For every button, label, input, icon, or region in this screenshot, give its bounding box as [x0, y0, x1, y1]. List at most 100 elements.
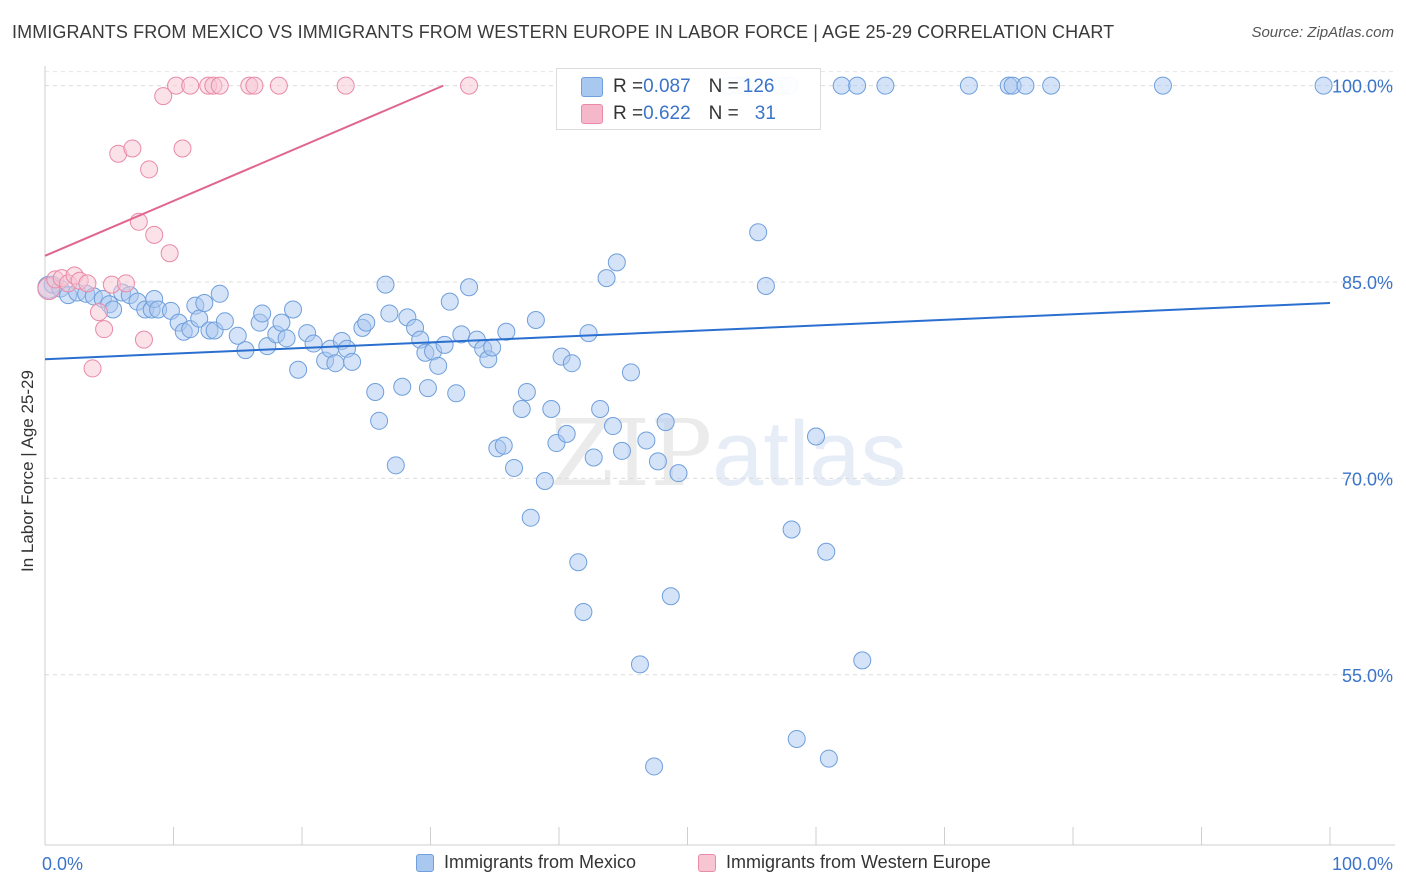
- stats-swatch-mexico: [581, 77, 603, 97]
- point-mexico: [429, 356, 448, 375]
- point-mexico: [460, 278, 479, 297]
- trend-line-western-europe: [44, 84, 444, 257]
- stats-r-value: 0.087: [643, 76, 691, 97]
- point-western-europe: [134, 330, 153, 349]
- point-mexico: [876, 76, 895, 95]
- tick-labels: 55.0% 70.0% 85.0% 100.0% 0.0% 100.0%: [42, 77, 1393, 874]
- legend-swatch-western-europe: [698, 853, 716, 872]
- point-western-europe: [160, 244, 179, 263]
- point-mexico: [435, 335, 454, 354]
- watermark: ZIPatlas: [550, 400, 907, 507]
- point-mexico: [637, 431, 656, 450]
- point-mexico: [517, 383, 536, 402]
- point-mexico: [603, 417, 622, 436]
- point-mexico: [787, 729, 806, 748]
- point-mexico: [756, 276, 775, 295]
- point-western-europe: [95, 320, 114, 339]
- y-tick-label: 85.0%: [1342, 273, 1393, 293]
- point-western-europe: [123, 139, 142, 158]
- point-mexico: [597, 269, 616, 288]
- legend-label-western-europe: Immigrants from Western Europe: [726, 852, 991, 872]
- point-mexico: [612, 441, 631, 460]
- trend-lines: [44, 84, 1331, 361]
- stats-n-label: N =: [708, 103, 739, 124]
- point-mexico: [304, 334, 323, 353]
- point-mexico: [215, 312, 234, 331]
- point-mexico: [195, 293, 214, 312]
- point-mexico: [669, 464, 688, 483]
- point-mexico: [1314, 76, 1333, 95]
- point-mexico: [782, 520, 801, 539]
- point-mexico: [1153, 76, 1172, 95]
- x-tick-label: 100.0%: [1332, 854, 1393, 874]
- point-mexico: [535, 472, 554, 491]
- watermark-atlas: atlas: [712, 403, 907, 505]
- point-mexico: [817, 542, 836, 561]
- point-mexico: [819, 749, 838, 768]
- point-mexico: [521, 508, 540, 527]
- point-mexico: [749, 223, 768, 242]
- point-mexico: [289, 360, 308, 379]
- trend-line-mexico: [44, 301, 1331, 361]
- point-mexico: [483, 338, 502, 357]
- point-mexico: [376, 275, 395, 294]
- point-mexico: [393, 377, 412, 396]
- point-mexico: [326, 354, 345, 373]
- point-mexico: [1042, 76, 1061, 95]
- point-western-europe: [336, 76, 355, 95]
- point-western-europe: [154, 87, 173, 106]
- legend: Immigrants from Mexico Immigrants from W…: [0, 852, 1406, 878]
- point-mexico: [661, 587, 680, 606]
- stats-n-label: N =: [708, 76, 739, 97]
- point-mexico: [494, 436, 513, 455]
- point-mexico: [447, 384, 466, 403]
- point-mexico: [1016, 76, 1035, 95]
- point-mexico: [343, 352, 362, 371]
- point-mexico: [386, 456, 405, 475]
- legend-item-western-europe[interactable]: Immigrants from Western Europe: [698, 852, 991, 873]
- point-mexico: [557, 424, 576, 443]
- point-mexico: [562, 354, 581, 373]
- point-mexico: [526, 310, 545, 329]
- point-mexico: [284, 300, 303, 319]
- point-mexico: [277, 329, 296, 348]
- point-mexico: [380, 304, 399, 323]
- x-tick-label: 0.0%: [42, 854, 83, 874]
- stats-n-value: 31: [754, 103, 776, 124]
- legend-item-mexico[interactable]: Immigrants from Mexico: [416, 852, 636, 873]
- point-western-europe: [210, 76, 229, 95]
- point-mexico: [542, 400, 561, 419]
- point-mexico: [272, 313, 291, 332]
- legend-swatch-mexico: [416, 853, 434, 872]
- legend-label-mexico: Immigrants from Mexico: [444, 852, 637, 872]
- point-mexico: [648, 452, 667, 471]
- point-western-europe: [245, 76, 264, 95]
- point-mexico: [418, 379, 437, 398]
- point-mexico: [832, 76, 851, 95]
- point-mexico: [621, 363, 640, 382]
- stats-row-mexico: R = 0.087 N = 126: [581, 74, 774, 100]
- point-western-europe: [89, 303, 108, 322]
- point-mexico: [584, 448, 603, 467]
- stats-row-western-europe: R = 0.622 N = 31: [581, 101, 776, 127]
- point-mexico: [210, 284, 229, 303]
- point-mexico: [505, 458, 524, 477]
- y-tick-label: 100.0%: [1332, 77, 1393, 97]
- chart-title: IMMIGRANTS FROM MEXICO VS IMMIGRANTS FRO…: [12, 22, 1115, 42]
- point-mexico: [848, 76, 867, 95]
- data-points: [37, 76, 1333, 776]
- point-mexico: [579, 324, 598, 343]
- correlation-stats-box: R = 0.087 N = 126 R = 0.622 N = 31: [556, 68, 821, 130]
- point-mexico: [656, 413, 675, 432]
- point-mexico: [366, 383, 385, 402]
- y-tick-label: 55.0%: [1342, 666, 1393, 686]
- point-western-europe: [269, 76, 288, 95]
- point-western-europe: [140, 160, 159, 179]
- point-mexico: [253, 304, 272, 323]
- point-western-europe: [78, 274, 97, 293]
- stats-r-label: R =: [613, 76, 644, 97]
- stats-r-label: R =: [613, 103, 644, 124]
- point-western-europe: [173, 139, 192, 158]
- axes: [44, 66, 1395, 846]
